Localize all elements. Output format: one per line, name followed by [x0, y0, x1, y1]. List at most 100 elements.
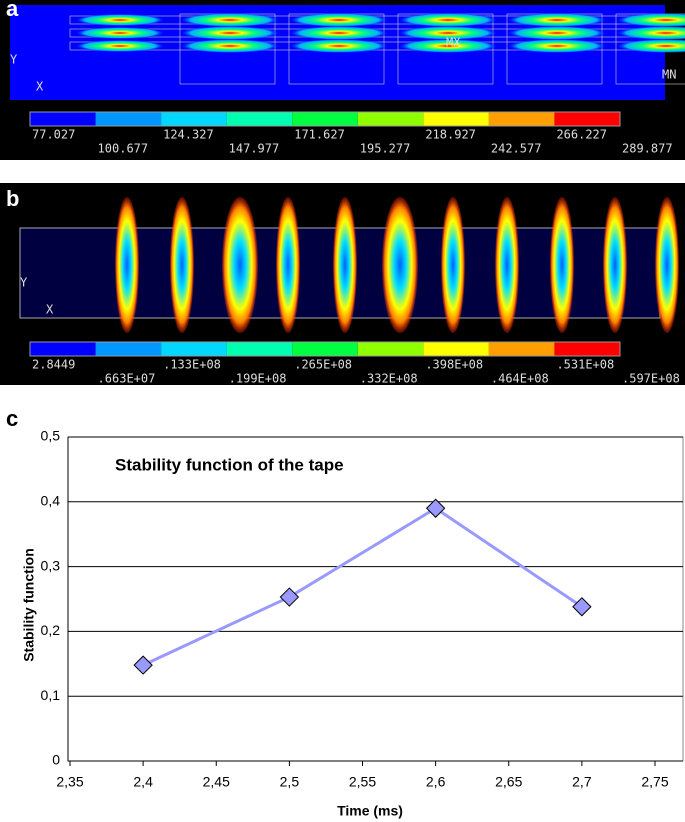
- vector-band: [495, 197, 519, 333]
- vector-band: [655, 197, 679, 333]
- colorbar-swatch: [30, 112, 96, 126]
- hot-spot: [75, 27, 165, 39]
- data-point: [279, 587, 300, 607]
- y-tick-label: 0,2: [41, 622, 61, 638]
- hot-spot: [616, 13, 685, 27]
- colorbar-swatch: [161, 112, 227, 126]
- y-axis-label: Stability function: [21, 548, 37, 662]
- data-point: [425, 498, 446, 518]
- axis-label: Y: [20, 276, 28, 290]
- y-tick-label: 0,5: [41, 428, 61, 444]
- hot-spot: [180, 26, 280, 40]
- vector-band: [382, 197, 418, 333]
- colorbar-swatch: [226, 112, 293, 126]
- colorbar-label: .663E+07: [98, 372, 156, 386]
- axis-label: Y: [10, 53, 18, 67]
- colorbar-label: 218.927: [425, 128, 476, 142]
- colorbar-label: 242.577: [491, 142, 542, 156]
- colorbar-label: 171.627: [294, 128, 345, 142]
- hot-spot: [289, 13, 389, 27]
- axis-label: X: [36, 80, 44, 94]
- colorbar-label: 289.877: [622, 142, 673, 156]
- hot-spot: [616, 39, 685, 53]
- hot-spot: [289, 39, 389, 53]
- colorbar-swatch: [423, 112, 489, 126]
- x-tick-label: 2,35: [56, 774, 83, 790]
- hot-spot: [616, 26, 685, 40]
- colorbar-swatch: [292, 112, 358, 126]
- vector-band: [603, 197, 627, 333]
- hot-spot: [180, 13, 280, 27]
- x-tick-label: 2,75: [641, 774, 668, 790]
- colorbar-swatch: [357, 112, 424, 126]
- contour-decor: [69, 13, 685, 85]
- x-tick-label: 2,45: [203, 774, 230, 790]
- y-tick-label: 0,4: [41, 493, 61, 509]
- x-tick-label: 2,55: [349, 774, 376, 790]
- colorbar-label: .597E+08: [622, 372, 680, 386]
- vector-band: [276, 197, 300, 333]
- hot-spot: [75, 14, 165, 26]
- colorbar-swatch: [226, 342, 293, 356]
- marker-label: MN: [662, 68, 676, 82]
- x-tick-label: 2,6: [426, 774, 446, 790]
- marker-label: MX: [446, 36, 461, 50]
- colorbar-label: 147.977: [229, 142, 280, 156]
- colorbar-swatch: [161, 342, 227, 356]
- vector-band: [170, 197, 194, 333]
- colorbar-label: .133E+08: [163, 358, 221, 372]
- colorbar-swatch: [357, 342, 424, 356]
- vector-decor: [115, 197, 679, 333]
- vector-band: [115, 197, 139, 333]
- colorbar-swatch: [554, 112, 620, 126]
- vector-band: [222, 197, 258, 333]
- vector-band: [550, 197, 574, 333]
- panel-label: a: [6, 0, 19, 21]
- colorbar-label: 195.277: [360, 142, 411, 156]
- colorbar-label: 2.8449: [32, 358, 75, 372]
- data-point: [133, 655, 153, 675]
- colorbar-label: 266.227: [556, 128, 607, 142]
- hot-spot: [507, 13, 607, 27]
- colorbar-label: 124.327: [163, 128, 214, 142]
- colorbar-label: .199E+08: [229, 372, 287, 386]
- x-axis-label: Time (ms): [337, 803, 403, 819]
- y-tick-label: 0,3: [41, 557, 61, 573]
- x-tick-label: 2,4: [133, 774, 153, 790]
- colorbar-frame: [29, 111, 621, 127]
- series-line: [142, 506, 583, 667]
- colorbar-swatch: [554, 342, 620, 356]
- plot-area: [67, 436, 684, 762]
- chart-title: Stability function of the tape: [115, 455, 344, 474]
- hot-spot: [398, 13, 498, 27]
- colorbar-swatch: [95, 342, 162, 356]
- colorbar-label: 77.027: [32, 128, 75, 142]
- colorbar-label: .531E+08: [556, 358, 614, 372]
- hot-spot: [180, 39, 280, 53]
- colorbar-label: .464E+08: [491, 372, 549, 386]
- vector-band: [441, 197, 465, 333]
- hot-spot: [289, 26, 389, 40]
- hot-spot: [507, 39, 607, 53]
- x-tick-label: 2,5: [280, 774, 300, 790]
- colorbar-frame: [29, 341, 621, 357]
- colorbar-label: 100.677: [98, 142, 149, 156]
- colorbar-label: .398E+08: [425, 358, 483, 372]
- y-tick-label: 0: [52, 752, 60, 768]
- hot-spot: [398, 26, 498, 40]
- axis-label: X: [46, 303, 54, 317]
- hot-spot: [398, 39, 498, 53]
- vector-band: [333, 197, 357, 333]
- colorbar-swatch: [292, 342, 358, 356]
- data-point: [572, 597, 592, 617]
- colorbar-label: .332E+08: [360, 372, 418, 386]
- panel-label: c: [6, 406, 18, 431]
- hot-spot: [75, 40, 165, 52]
- panel-label: b: [6, 186, 19, 211]
- x-tick-label: 2,65: [495, 774, 522, 790]
- colorbar-swatch: [95, 112, 162, 126]
- colorbar-swatch: [423, 342, 489, 356]
- colorbar-swatch: [30, 342, 96, 356]
